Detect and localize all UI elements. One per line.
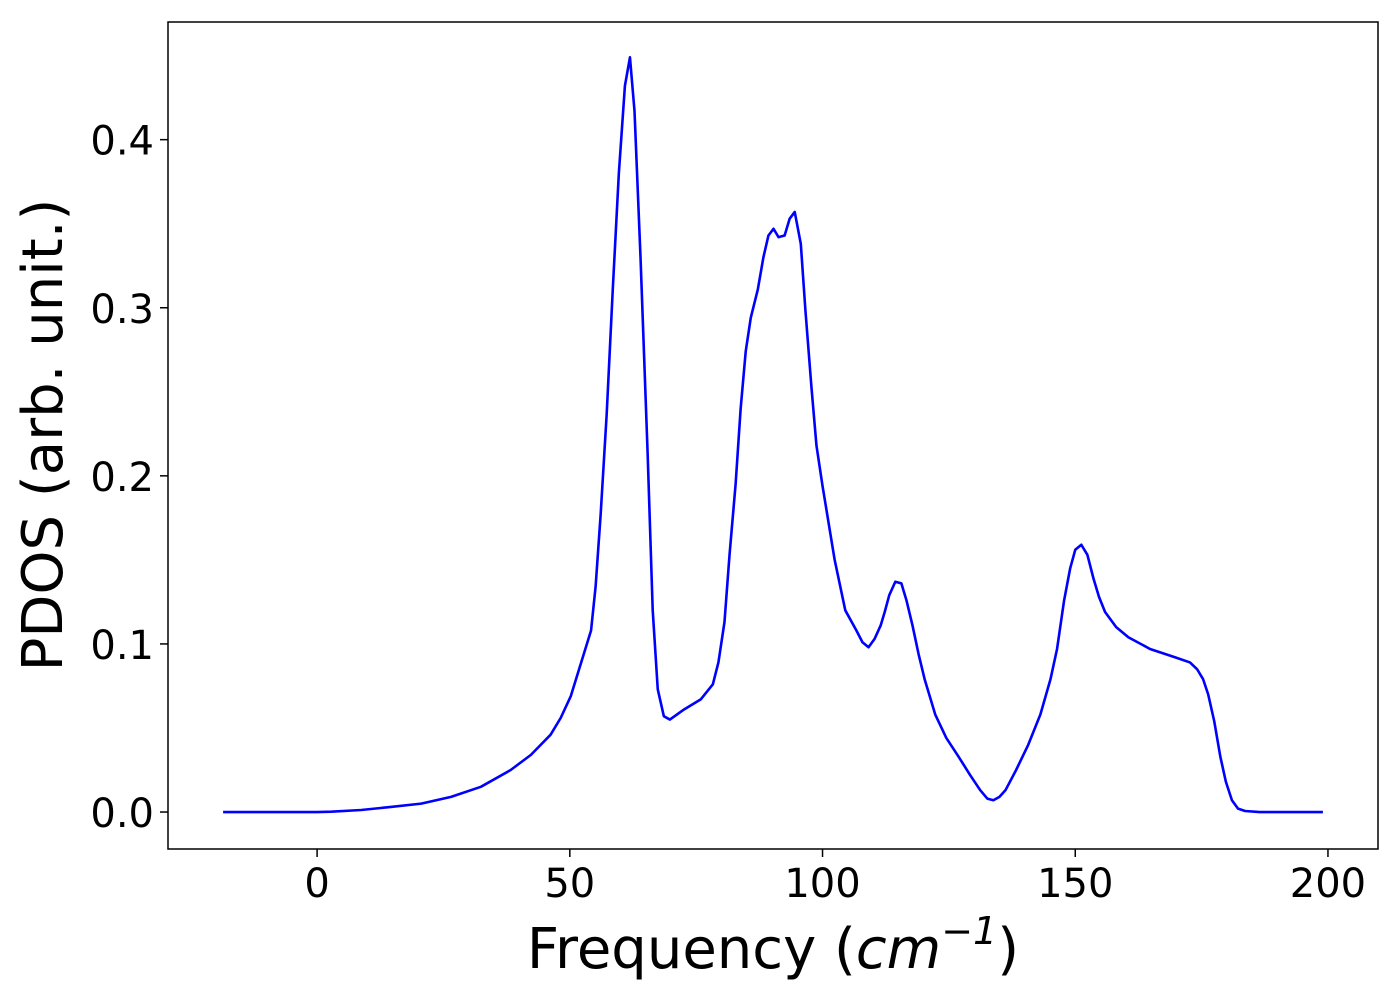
x-tick-label: 50: [544, 861, 595, 907]
y-tick-label: 0.0: [90, 791, 154, 837]
plot-frame: [167, 21, 1379, 850]
x-label-part: Frequency (: [527, 917, 856, 982]
data-line: [223, 56, 1323, 814]
x-tick-label: 200: [1290, 861, 1366, 907]
x-tick-label: 0: [304, 861, 329, 907]
y-axis-label: PDOS (arb. unit.): [11, 199, 76, 672]
x-label-part: cm: [856, 917, 941, 982]
x-label-part: ): [997, 917, 1019, 982]
x-label-part: −1: [941, 909, 997, 953]
x-axis-label: Frequency (cm−1): [527, 909, 1019, 982]
y-tick-label: 0.2: [90, 455, 154, 501]
y-tick-label: 0.4: [90, 119, 154, 165]
y-tick-label: 0.3: [90, 287, 154, 333]
y-tick-label: 0.1: [90, 623, 154, 669]
x-tick-label: 150: [1037, 861, 1113, 907]
x-tick-label: 100: [784, 861, 860, 907]
